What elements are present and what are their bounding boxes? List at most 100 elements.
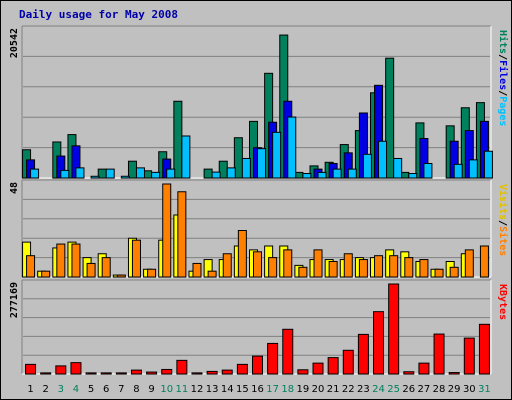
bar-kbytes-day-9: [146, 371, 158, 375]
x-tick-label-day-27: 27: [418, 384, 431, 395]
bar-sites-day-23: [358, 259, 368, 278]
legend-item-hits: Hits: [497, 30, 509, 54]
y-max-label: 20542: [9, 28, 20, 58]
x-tick-label-day-31: 31: [478, 384, 491, 395]
chart-panel-1: 20542 Hits/Files/Pages: [9, 25, 509, 179]
x-tick-label-day-22: 22: [342, 384, 355, 395]
bar-kbytes-day-16: [252, 355, 263, 375]
legend-separator: /: [497, 54, 508, 60]
bar-kbytes-day-14: [221, 369, 233, 375]
bar-sites-day-4: [71, 243, 81, 278]
bar-pages-day-10: [166, 168, 176, 179]
x-tick-label-day-7: 7: [118, 384, 124, 395]
bar-sites-day-28: [434, 268, 444, 278]
bar-pages-day-15: [241, 157, 251, 179]
bar-pages-day-1: [30, 168, 40, 179]
bar-sites-day-7: [116, 274, 126, 278]
bar-sites-day-15: [237, 230, 247, 278]
bar-pages-day-17: [272, 131, 282, 179]
bar-kbytes-day-8: [130, 369, 142, 375]
bar-kbytes-day-5: [85, 372, 97, 375]
bar-sites-day-5: [86, 262, 96, 278]
bar-sites-day-18: [283, 249, 293, 278]
x-tick-label-day-25: 25: [387, 384, 400, 395]
bar-sites-day-2: [41, 270, 51, 278]
bar-sites-day-14: [222, 253, 232, 278]
bar-kbytes-day-2: [40, 372, 52, 375]
bar-sites-day-11: [177, 191, 187, 278]
bar-pages-day-31: [483, 150, 493, 179]
x-tick-label-day-30: 30: [463, 384, 476, 395]
bar-kbytes-day-27: [418, 362, 430, 375]
x-tick-label-day-8: 8: [133, 384, 139, 395]
bar-sites-day-10: [162, 183, 172, 278]
bar-pages-day-6: [105, 168, 115, 179]
legend-2: Visits/Sites: [497, 184, 509, 256]
bar-kbytes-day-25: [388, 283, 400, 375]
bar-pages-day-13: [211, 171, 221, 179]
x-tick-label-day-28: 28: [433, 384, 446, 395]
bar-sites-day-8: [131, 239, 141, 278]
bar-sites-day-12: [192, 262, 202, 278]
bar-pages-day-16: [257, 148, 266, 179]
x-tick-label-day-11: 11: [175, 384, 188, 395]
bar-sites-day-1: [26, 255, 36, 278]
bar-kbytes-day-12: [191, 372, 203, 375]
bar-sites-day-9: [147, 268, 157, 278]
x-tick-label-day-4: 4: [73, 384, 79, 395]
bar-sites-day-21: [328, 261, 338, 278]
legend-separator: /: [497, 90, 508, 96]
bar-kbytes-day-30: [463, 337, 475, 375]
legend-1: Hits/Files/Pages: [497, 30, 509, 126]
bar-kbytes-day-23: [357, 333, 369, 375]
bar-kbytes-day-29: [448, 372, 460, 375]
x-tick-label-day-3: 3: [58, 384, 64, 395]
x-tick-label-day-24: 24: [372, 384, 385, 395]
x-tick-label-day-10: 10: [160, 384, 173, 395]
legend-item-sites: Sites: [497, 226, 509, 256]
legend-item-visits: Visits: [497, 184, 509, 220]
bar-pages-day-21: [332, 168, 342, 179]
bar-pages-day-26: [408, 173, 418, 179]
bar-pages-day-27: [423, 162, 433, 179]
bar-sites-day-22: [343, 253, 353, 278]
bar-pages-day-24: [378, 140, 388, 179]
x-tick-label-day-29: 29: [448, 384, 461, 395]
bar-hits-day-25: [385, 57, 395, 179]
bar-kbytes-day-21: [327, 357, 339, 375]
x-tick-label-day-1: 1: [27, 384, 33, 395]
legend-separator: /: [497, 220, 508, 226]
bar-sites-day-6: [101, 257, 111, 278]
y-max-label: 48: [9, 182, 20, 194]
x-tick-label-day-2: 2: [43, 384, 49, 395]
bar-kbytes-day-15: [236, 363, 248, 375]
x-tick-label-day-23: 23: [357, 384, 370, 395]
bar-kbytes-day-6: [100, 372, 112, 375]
bar-sites-day-25: [389, 255, 399, 278]
bar-pages-day-22: [347, 168, 357, 179]
x-tick-label-day-12: 12: [191, 384, 204, 395]
bar-kbytes-day-20: [312, 362, 324, 375]
bar-pages-day-14: [226, 167, 236, 179]
x-tick-label-day-18: 18: [281, 384, 294, 395]
bar-kbytes-day-24: [373, 311, 385, 375]
bar-kbytes-day-28: [433, 333, 445, 375]
bar-sites-day-27: [419, 259, 429, 278]
bar-pages-day-29: [453, 163, 463, 179]
y-max-label: 277169: [9, 282, 20, 318]
bar-kbytes-day-4: [70, 362, 82, 375]
bar-pages-day-3: [60, 169, 70, 179]
bar-kbytes-day-18: [282, 328, 294, 375]
x-tick-label-day-13: 13: [206, 384, 219, 395]
bar-sites-day-29: [449, 266, 459, 278]
chart-panel-3: 277169 KBytes: [9, 279, 508, 375]
bar-pages-day-18: [287, 116, 297, 179]
bar-sites-day-13: [207, 270, 217, 278]
bar-pages-day-20: [317, 171, 327, 179]
bar-kbytes-day-10: [161, 368, 173, 375]
chart-title: Daily usage for May 2008: [19, 8, 178, 21]
bar-sites-day-17: [268, 257, 278, 278]
bar-pages-day-4: [75, 167, 85, 179]
bar-sites-day-24: [374, 255, 384, 278]
